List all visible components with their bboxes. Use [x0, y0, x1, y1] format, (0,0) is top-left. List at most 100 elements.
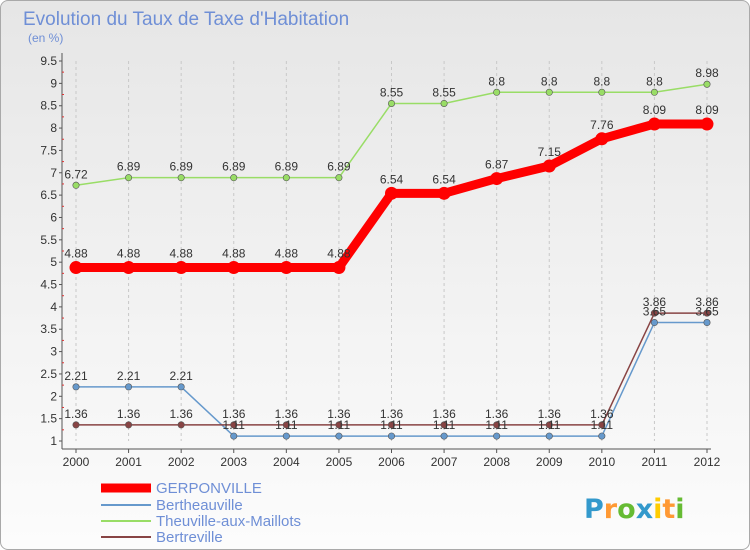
y-tick-label: 9 — [50, 76, 57, 90]
data-label: 6.54 — [432, 172, 456, 186]
data-label: 1.11 — [433, 418, 456, 432]
data-point — [335, 432, 343, 440]
data-label: 1.36 — [380, 407, 404, 421]
data-point — [387, 99, 395, 107]
legend-label: Theuville-aux-Maillots — [156, 513, 301, 530]
data-label: 6.89 — [169, 160, 193, 174]
data-label: 1.11 — [223, 418, 246, 432]
data-point — [227, 261, 241, 275]
data-label: 1.36 — [275, 407, 299, 421]
data-point — [542, 159, 556, 173]
data-label: 1.11 — [275, 418, 298, 432]
data-point — [282, 174, 290, 182]
data-label: 4.88 — [275, 247, 299, 261]
y-tick-label: 5.5 — [40, 233, 57, 247]
data-label: 4.88 — [327, 247, 351, 261]
y-tick-label: 3 — [50, 345, 57, 359]
data-point — [545, 88, 553, 96]
data-point — [282, 421, 290, 429]
data-label: 6.89 — [222, 160, 246, 174]
y-tick-label: 6.5 — [40, 188, 57, 202]
x-tick-label: 2000 — [63, 455, 90, 469]
data-label: 1.36 — [590, 407, 614, 421]
data-point — [595, 132, 609, 146]
data-label: 1.36 — [327, 407, 351, 421]
data-point — [282, 432, 290, 440]
data-point — [703, 309, 711, 317]
axes: 1 1.5 2 2.5 3 3.5 4 4.5 5 5.5 6 6.5 7 7.5 8 8.5 9 9.5 2000… — [40, 53, 721, 469]
legend: GERPONVILLEBertheauvilleTheuville-aux-Ma… — [101, 480, 301, 546]
x-tick-label: 2006 — [378, 455, 405, 469]
data-label: 7.76 — [590, 118, 614, 132]
data-point — [650, 319, 658, 327]
data-label: 6.89 — [117, 160, 141, 174]
x-tick-label: 2001 — [115, 455, 142, 469]
data-point — [437, 186, 451, 200]
data-label: 8.8 — [488, 74, 505, 88]
data-label: 8.8 — [593, 74, 610, 88]
y-tick-label: 7 — [50, 166, 57, 180]
data-point — [230, 174, 238, 182]
data-point — [230, 421, 238, 429]
series-group — [69, 80, 714, 440]
data-label: 1.11 — [538, 418, 561, 432]
data-point — [598, 421, 606, 429]
data-label: 1.11 — [485, 418, 508, 432]
data-label: 8.09 — [695, 103, 719, 117]
y-tick-label: 7.5 — [40, 143, 57, 157]
data-label: 6.72 — [64, 167, 88, 181]
data-point — [440, 99, 448, 107]
y-tick-label: 3.5 — [40, 322, 57, 336]
data-label: 8.98 — [695, 66, 719, 80]
y-tick-label: 6 — [50, 210, 57, 224]
y-tick-label: 4.5 — [40, 278, 57, 292]
y-tick-label: 8.5 — [40, 99, 57, 113]
data-point — [177, 421, 185, 429]
data-point — [279, 261, 293, 275]
chart-title: Evolution du Taux de Taxe d'Habitation — [23, 9, 349, 30]
x-tick-label: 2007 — [431, 455, 458, 469]
logo-letter: o — [617, 494, 636, 525]
data-label: 1.11 — [380, 418, 403, 432]
data-label: 8.09 — [643, 103, 667, 117]
data-label: 4.88 — [117, 247, 141, 261]
data-label: 6.54 — [380, 172, 404, 186]
x-tick-label: 2009 — [536, 455, 563, 469]
chart-subtitle: (en %) — [28, 31, 63, 45]
data-label: 8.55 — [380, 85, 404, 99]
y-tick-label: 2.5 — [40, 367, 57, 381]
data-point — [387, 432, 395, 440]
x-tick-label: 2012 — [694, 455, 721, 469]
data-label: 1.36 — [64, 407, 88, 421]
data-label: 3.86 — [695, 295, 719, 309]
data-point — [125, 174, 133, 182]
y-tick-label: 4 — [50, 300, 57, 314]
proxiti-logo: Proxiti — [584, 494, 685, 525]
x-tick-label: 2011 — [642, 455, 668, 469]
data-point — [332, 261, 346, 275]
data-label: 1.36 — [538, 407, 562, 421]
data-point — [125, 421, 133, 429]
data-label: 1.36 — [169, 407, 193, 421]
data-point — [335, 421, 343, 429]
data-point — [69, 261, 83, 275]
y-tick-label: 5 — [50, 255, 57, 269]
data-point — [230, 432, 238, 440]
data-label: 1.36 — [117, 407, 141, 421]
data-label: 8.8 — [541, 74, 558, 88]
data-label: 3.65 — [695, 305, 719, 319]
data-label: 8.8 — [646, 74, 663, 88]
data-point — [72, 383, 80, 391]
data-point — [177, 174, 185, 182]
logo-letter: t — [662, 494, 675, 525]
y-tick-label: 9.5 — [40, 54, 57, 68]
data-label: 2.21 — [117, 369, 141, 383]
data-point — [440, 432, 448, 440]
x-tick-label: 2003 — [220, 455, 247, 469]
x-tick-label: 2005 — [326, 455, 353, 469]
logo-letter: x — [636, 494, 653, 525]
legend-label: Bertreville — [156, 529, 223, 546]
x-tick-label: 2004 — [273, 455, 300, 469]
data-label: 7.15 — [538, 145, 562, 159]
